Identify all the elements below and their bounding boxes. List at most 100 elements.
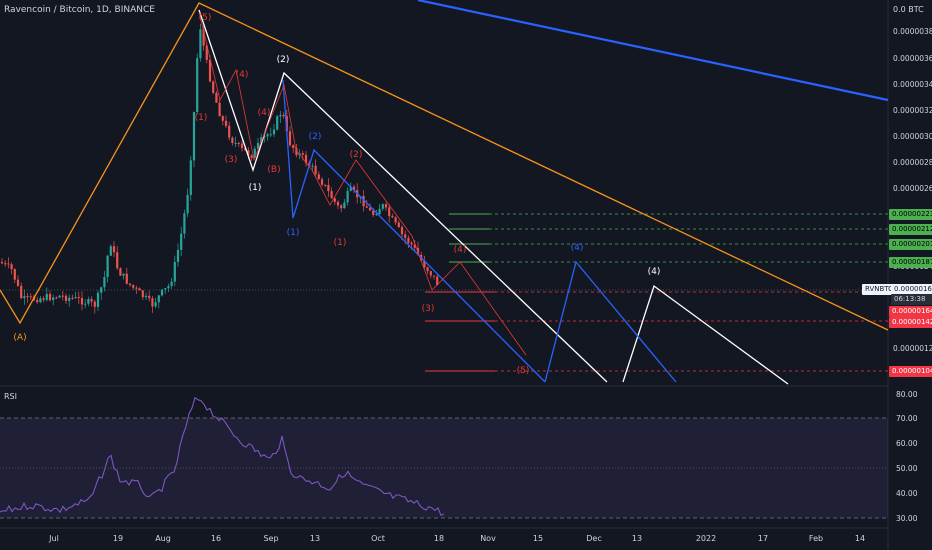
candle-body xyxy=(218,102,221,117)
candle-body xyxy=(7,263,10,265)
rsi-line xyxy=(0,396,445,517)
candle-body xyxy=(77,297,80,299)
date-tick: 19 xyxy=(112,534,124,543)
candle-body xyxy=(148,295,151,299)
price-tag-red: 0.00000104 xyxy=(889,366,932,377)
candle-body xyxy=(397,222,400,228)
candle-body xyxy=(23,296,26,299)
candle-body xyxy=(215,92,218,103)
candle-body xyxy=(205,45,208,60)
symbol-title[interactable]: Ravencoin / Bitcoin, 1D, BINANCE xyxy=(4,5,155,15)
white-wave-line xyxy=(198,9,608,383)
wave-label: (5) xyxy=(516,366,530,376)
candle-body xyxy=(413,244,416,248)
candle-body xyxy=(128,283,132,285)
candle-body xyxy=(346,190,349,203)
date-tick: 17 xyxy=(757,534,769,543)
candle-body xyxy=(429,271,432,276)
candle-body xyxy=(52,297,55,301)
candle-body xyxy=(384,204,388,208)
candle-body xyxy=(48,293,52,301)
price-tag-red: 0.00000164 xyxy=(889,306,932,317)
candle-body xyxy=(391,216,394,218)
candle-body xyxy=(228,125,231,138)
red-levels xyxy=(425,291,888,372)
green-levels xyxy=(449,213,888,263)
rsi-tick: 30.00 xyxy=(896,514,918,523)
candle-body xyxy=(90,298,93,302)
candle-body xyxy=(362,196,365,207)
candle-body xyxy=(109,246,112,256)
date-tick: 15 xyxy=(532,534,544,543)
date-tick: 13 xyxy=(309,534,321,543)
rsi-tick: 40.00 xyxy=(896,489,918,498)
blue-projection-line xyxy=(544,260,677,383)
wave-label: (2) xyxy=(349,150,363,160)
candle-body xyxy=(263,136,266,138)
candle-body xyxy=(64,295,68,301)
candle-body xyxy=(0,262,4,264)
date-tick: 13 xyxy=(631,534,643,543)
candle-body xyxy=(192,112,196,161)
candle-body xyxy=(372,210,375,215)
candle-body xyxy=(400,227,404,235)
candle-body xyxy=(314,165,317,175)
candle-body xyxy=(20,285,23,299)
wave-label: (4) xyxy=(235,70,249,80)
candle-body xyxy=(45,293,48,300)
candle-body xyxy=(144,295,148,298)
white-projection-line xyxy=(622,284,789,385)
date-tick: Nov xyxy=(480,534,496,543)
candle-body xyxy=(16,279,20,286)
rsi-tick: 80.00 xyxy=(896,390,918,399)
candle-body xyxy=(84,303,87,305)
candle-body xyxy=(119,268,122,276)
candle-body xyxy=(324,184,327,186)
price-axis-unit: 0.0 BTC xyxy=(893,5,924,14)
candle-body xyxy=(352,186,356,191)
candle-body xyxy=(279,114,282,117)
candle-body xyxy=(276,116,279,130)
candle-body xyxy=(272,129,276,135)
candle-body xyxy=(4,263,7,265)
wave-label: (1) xyxy=(286,228,300,238)
price-tag-red: 0.00000142 xyxy=(889,317,932,328)
candle-body xyxy=(10,264,13,270)
candle-body xyxy=(404,234,407,238)
date-tick: Aug xyxy=(155,534,171,543)
candle-body xyxy=(250,155,253,159)
date-tick: 2022 xyxy=(695,534,717,543)
candle-body xyxy=(141,290,144,298)
candle-body xyxy=(29,296,32,298)
candle-body xyxy=(196,58,199,113)
candle-body xyxy=(39,298,42,303)
rsi-indicator-label[interactable]: RSI xyxy=(4,392,17,401)
rsi-tick: 70.00 xyxy=(896,414,918,423)
candle-body xyxy=(349,186,352,191)
candle-body xyxy=(189,160,192,195)
candle-body xyxy=(164,288,167,290)
candle-body xyxy=(311,165,314,167)
candle-body xyxy=(74,297,77,299)
candle-body xyxy=(240,143,244,149)
date-tick: 16 xyxy=(210,534,222,543)
candle-body xyxy=(407,237,410,243)
candle-body xyxy=(378,208,381,215)
candle-body xyxy=(138,288,141,291)
rsi-tick: 60.00 xyxy=(896,439,918,448)
wave-label: (1) xyxy=(333,238,347,248)
candle-body xyxy=(96,292,100,307)
candle-body xyxy=(231,137,234,144)
wave-label: (5) xyxy=(198,13,212,23)
wave-label: (A) xyxy=(13,333,27,343)
candle-body xyxy=(336,201,340,206)
candle-body xyxy=(247,150,250,156)
date-tick: 18 xyxy=(433,534,445,543)
